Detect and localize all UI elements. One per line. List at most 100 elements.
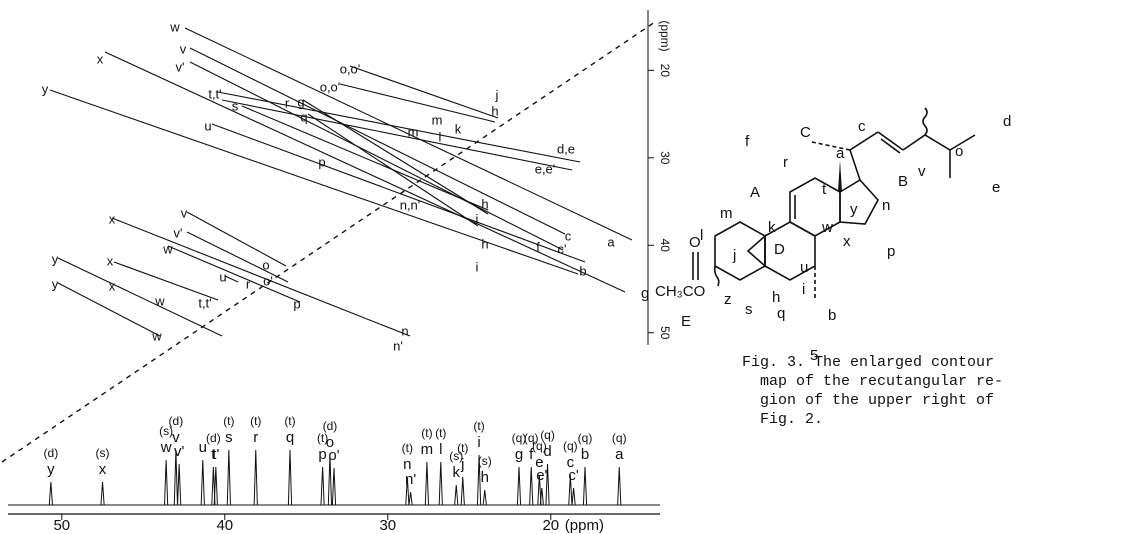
multiplicity: (s) — [478, 454, 492, 468]
caption-line: Fig. 3. The enlarged contour — [742, 354, 994, 371]
wedge — [838, 160, 842, 192]
atom-label: r — [783, 154, 788, 171]
map-label: v' — [176, 59, 185, 74]
peak — [178, 464, 181, 505]
peak-label: e' — [536, 467, 547, 484]
multiplicity: (t) — [250, 414, 261, 428]
multiplicity: (q) — [612, 431, 627, 445]
cyclopropane — [748, 236, 765, 266]
map-label: j — [495, 87, 499, 102]
map-label: x — [109, 211, 116, 226]
atom-label: f — [745, 133, 750, 150]
map-label: y — [52, 276, 59, 291]
correlation-line — [225, 276, 238, 282]
peak — [165, 460, 168, 505]
atom-label: d — [1003, 113, 1011, 130]
peak — [101, 482, 104, 505]
map-label: s — [232, 98, 239, 113]
peak-label: n' — [405, 471, 416, 488]
y-tick-label: 40 — [658, 239, 672, 253]
peak-label: j — [460, 456, 464, 473]
peak — [49, 482, 52, 505]
peak — [321, 467, 324, 505]
correlation-line — [112, 218, 410, 336]
map-label: i — [476, 211, 479, 226]
atom-label: q — [777, 305, 785, 322]
peak — [572, 488, 575, 505]
peak — [288, 450, 291, 505]
peak-label: t' — [212, 446, 219, 463]
atom-label: k — [768, 219, 776, 236]
peak — [530, 467, 533, 505]
figure: f C c d a o r v B e t A y n w x m k l j … — [0, 0, 1141, 534]
multiplicity: (q) — [563, 439, 578, 453]
peak — [439, 462, 442, 505]
map-label: c' — [558, 241, 567, 256]
peak-label: x — [99, 461, 107, 478]
atom-label: E — [681, 313, 691, 330]
peak — [425, 462, 428, 505]
correlation-line — [222, 100, 572, 170]
peak — [214, 467, 217, 505]
peak — [455, 485, 458, 505]
peak-label: i — [477, 434, 480, 451]
map-label: b — [579, 263, 586, 278]
map-label: p — [318, 154, 325, 169]
atom-label: g — [641, 285, 649, 302]
y-unit: (ppm) — [658, 20, 672, 51]
peak-label: w — [160, 439, 172, 456]
map-label: y — [52, 251, 59, 266]
atom-label: C — [800, 124, 811, 141]
x-tick-label: 50 — [53, 517, 70, 534]
x-tick-label: 30 — [379, 517, 396, 534]
peak-label: c' — [568, 467, 579, 484]
atom-label: p — [887, 243, 895, 260]
peak — [517, 467, 520, 505]
atom-label: u — [800, 259, 808, 276]
structure — [693, 108, 975, 300]
map-label: v — [180, 41, 187, 56]
map-label: w — [162, 241, 173, 256]
peak-label: b — [581, 446, 589, 463]
map-label: h — [481, 196, 488, 211]
atom-label: a — [836, 145, 845, 162]
peak-label: h — [481, 469, 489, 486]
map-label: o,o' — [340, 61, 361, 76]
peak-label: y — [47, 461, 55, 478]
peak-label: g — [515, 446, 523, 463]
map-label: n' — [393, 338, 403, 353]
map-label: a — [607, 234, 615, 249]
multiplicity: (q) — [578, 431, 593, 445]
map-label: t,t' — [198, 295, 211, 310]
peak-label: o' — [328, 447, 339, 464]
map-label: o — [262, 257, 269, 272]
map-label: h — [481, 236, 488, 251]
map-label: u — [204, 118, 211, 133]
atom-label: x — [843, 233, 851, 250]
map-label: q — [300, 109, 307, 124]
map-label: m — [408, 124, 419, 139]
map-label: w — [151, 328, 162, 343]
atom-label: y — [850, 201, 858, 218]
map-label: w — [169, 19, 180, 34]
peak-label: k — [453, 464, 461, 481]
ring-d — [840, 180, 878, 224]
map-label: v' — [174, 225, 183, 240]
y-tick-label: 30 — [658, 151, 672, 165]
peak — [483, 490, 486, 505]
multiplicity: (s) — [96, 446, 110, 460]
map-label: w — [154, 293, 165, 308]
caption-line: map of the recutangular re- — [760, 373, 1003, 390]
x-tick-label: 40 — [216, 517, 233, 534]
map-label: x — [109, 278, 116, 293]
correlation-line — [212, 124, 585, 262]
atom-label: v — [918, 163, 926, 180]
peak-label: r — [253, 429, 258, 446]
map-label: l — [439, 129, 442, 144]
atom-label: w — [821, 219, 833, 236]
multiplicity: (t) — [284, 414, 295, 428]
ring-a — [715, 222, 765, 280]
multiplicity: (d) — [169, 414, 184, 428]
map-label: x — [97, 51, 104, 66]
atom-label: h — [772, 289, 780, 306]
